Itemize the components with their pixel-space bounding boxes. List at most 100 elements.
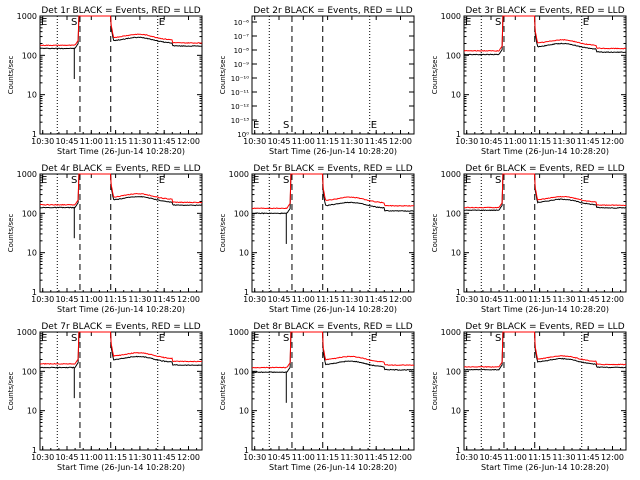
x-axis-label: Start Time (26-Jun-14 10:28:20) [481,147,609,156]
x-tick-label: 11:30 [128,453,151,462]
y-tick-label: 100 [446,51,461,60]
x-tick-label: 11:45 [153,453,176,462]
plot-frame [39,173,203,293]
start-marker-letter: E [253,175,259,186]
y-axis-label: Counts/sec [431,56,439,95]
panel-det-4: Det 4r BLACK = Events, RED = LLD 10:30 10:… [7,164,203,314]
panel-title: Det 9r BLACK = Events, RED = LLD [465,322,624,332]
end-marker-letter: E [159,333,165,344]
panel-title: Det 3r BLACK = Events, RED = LLD [465,6,624,16]
events-series-line [251,331,415,374]
lld-series-line [463,331,627,368]
y-tick-label: 10 [239,407,249,416]
y-tick-label: 100 [446,367,461,376]
panel-det-7: Det 7r BLACK = Events, RED = LLD 10:30 10:… [7,322,203,472]
y-tick-label: 1 [32,288,37,297]
events-series-line [40,331,203,369]
y-axis-label: Counts/sec [431,214,439,253]
y-axis-label: Counts/sec [7,56,15,95]
y-tick-label: 1000 [441,328,461,337]
x-tick-label: 12:00 [389,137,412,146]
sun-marker-letter: S [71,333,77,344]
panel-det-2: Det 2r BLACK = Events, RED = LLD 10:30 10:… [219,6,415,156]
x-tick-label: 11:45 [365,295,388,304]
x-tick-label: 11:15 [528,453,551,462]
x-tick-label: 11:30 [552,295,575,304]
x-tick-label: 11:00 [292,453,315,462]
y-tick-label: 10⁻¹¹ [231,89,249,97]
end-marker-letter: E [371,120,377,131]
events-series-line [463,15,626,56]
x-axis-label: Start Time (26-Jun-14 10:28:20) [57,305,185,314]
panel-title: Det 6r BLACK = Events, RED = LLD [465,164,624,174]
plot-frame [251,331,415,451]
y-tick-label: 1 [32,130,37,139]
events-series-line [39,15,203,50]
start-marker-letter: E [41,17,47,28]
y-tick-label: 10⁻¹² [231,103,249,111]
x-tick-label: 11:45 [577,295,600,304]
x-tick-label: 10:30 [243,295,266,304]
plot-frame [251,15,415,135]
panel-title: Det 5r BLACK = Events, RED = LLD [253,164,412,174]
x-tick-label: 11:30 [552,453,575,462]
start-marker-letter: E [253,120,259,131]
panel-title: Det 1r BLACK = Events, RED = LLD [41,6,200,16]
x-tick-label: 11:30 [552,137,575,146]
x-tick-label: 10:30 [455,453,478,462]
y-tick-label: 10 [27,91,37,100]
y-axis-label: Counts/sec [219,214,227,253]
x-tick-label: 11:30 [340,295,363,304]
x-axis-label: Start Time (26-Jun-14 10:28:20) [57,147,185,156]
panel-det-3: Det 3r BLACK = Events, RED = LLD 10:30 10:… [431,6,627,156]
x-tick-label: 10:45 [479,295,502,304]
y-tick-label: 1000 [17,328,37,337]
y-tick-label: 1000 [17,170,37,179]
x-tick-label: 10:45 [267,137,290,146]
x-tick-label: 11:45 [153,295,176,304]
sun-marker-letter: S [283,120,289,131]
y-tick-label: 10 [451,249,461,258]
lld-series-line [40,173,203,206]
events-series-line [463,173,627,212]
y-tick-label: 1000 [17,12,37,21]
panel-title: Det 7r BLACK = Events, RED = LLD [41,322,200,332]
sun-marker-letter: S [71,17,77,28]
x-tick-label: 11:00 [504,137,527,146]
x-tick-label: 11:45 [365,453,388,462]
panel-det-1: Det 1r BLACK = Events, RED = LLD 10:30 10:… [7,6,203,156]
end-marker-letter: E [159,175,165,186]
x-tick-label: 11:30 [128,295,151,304]
x-tick-label: 11:15 [528,137,551,146]
plot-frame [463,15,627,135]
start-marker-letter: E [465,17,471,28]
x-tick-label: 11:30 [340,137,363,146]
x-tick-label: 10:30 [243,137,266,146]
x-tick-label: 11:30 [128,137,151,146]
end-marker-letter: E [583,333,589,344]
y-tick-label: 10 [27,249,37,258]
x-tick-label: 11:00 [80,295,103,304]
start-marker-letter: E [253,333,259,344]
y-tick-label: 1 [32,446,37,455]
x-tick-label: 12:00 [601,295,624,304]
start-marker-letter: E [41,175,47,186]
x-tick-label: 11:15 [104,137,127,146]
events-series-line [251,173,415,215]
panel-det-5: Det 5r BLACK = Events, RED = LLD 10:30 10:… [219,164,415,314]
y-tick-label: 1 [456,446,461,455]
lld-series-line [39,331,202,365]
x-axis-label: Start Time (26-Jun-14 10:28:20) [481,463,609,472]
x-tick-label: 12:00 [177,453,200,462]
x-tick-label: 12:00 [177,137,200,146]
sun-marker-letter: S [283,333,289,344]
y-tick-label: 1000 [229,328,249,337]
y-tick-label: 100 [22,51,37,60]
x-tick-label: 11:15 [528,295,551,304]
x-tick-label: 11:15 [316,295,339,304]
x-tick-label: 11:30 [340,453,363,462]
x-tick-label: 10:45 [267,453,290,462]
start-marker-letter: E [41,333,47,344]
y-tick-label: 10⁰ [237,131,249,139]
